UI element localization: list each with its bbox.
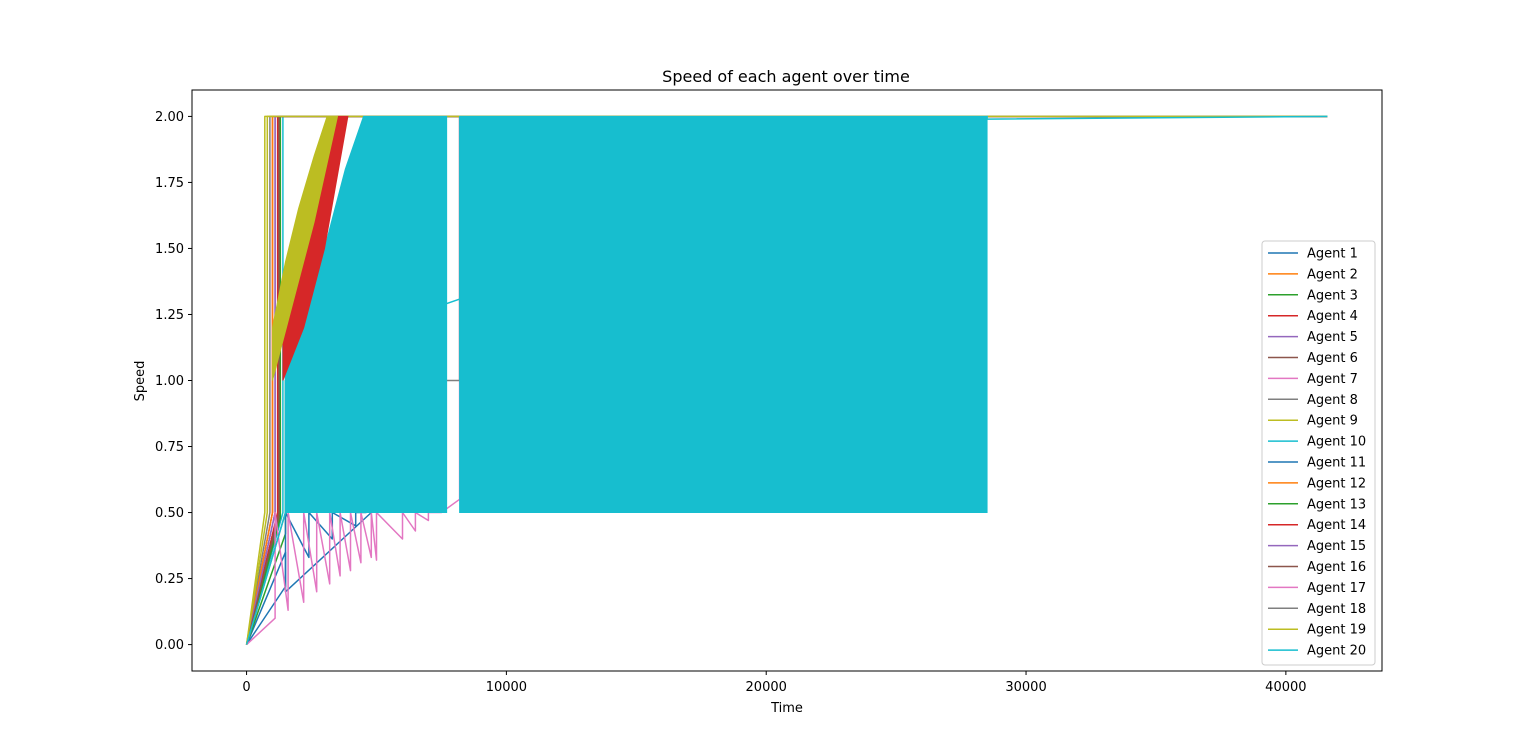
oscillation-band-agent-19-4: [272, 115, 339, 381]
legend-label: Agent 20: [1307, 644, 1366, 659]
axis-ticks: 0 10000 20000 30000 40000 0.00 0.25 0.50 0.75 1.0…: [155, 110, 1306, 695]
legend-item-agent-12: Agent 12: [1268, 476, 1366, 491]
legend-item-agent-15: Agent 15: [1268, 539, 1366, 554]
legend-item-agent-20: Agent 20: [1268, 644, 1366, 659]
legend-box: [1261, 240, 1376, 666]
y-tick-label: 0.25: [155, 572, 184, 587]
legend-label: Agent 9: [1307, 414, 1358, 429]
x-tick-label: 40000: [1265, 680, 1306, 695]
legend-label: Agent 4: [1307, 309, 1358, 324]
legend-label: Agent 5: [1307, 330, 1358, 345]
legend-label: Agent 11: [1307, 456, 1366, 471]
legend-label: Agent 17: [1307, 581, 1366, 596]
legend-item-agent-13: Agent 13: [1268, 497, 1366, 512]
legend: Agent 1 Agent 2 Agent 3 Agent 4 Agent 5 Agent…: [1261, 240, 1376, 666]
legend-label: Agent 16: [1307, 560, 1366, 575]
legend-item-agent-10: Agent 10: [1268, 435, 1366, 450]
y-tick-label: 1.75: [155, 176, 184, 191]
legend-label: Agent 8: [1307, 393, 1358, 408]
x-tick-label: 20000: [746, 680, 787, 695]
y-tick-label: 2.00: [155, 110, 184, 125]
oscillation-band-agent-20-1: [459, 115, 988, 514]
legend-label: Agent 1: [1307, 247, 1358, 262]
legend-label: Agent 14: [1307, 518, 1366, 533]
legend-item-agent-11: Agent 11: [1268, 456, 1366, 471]
legend-label: Agent 15: [1307, 539, 1366, 554]
y-tick-label: 1.00: [155, 374, 184, 389]
legend-item-agent-1: Agent 1: [1268, 247, 1358, 262]
y-tick-label: 1.25: [155, 308, 184, 323]
legend-label: Agent 3: [1307, 288, 1358, 303]
legend-label: Agent 12: [1307, 476, 1366, 491]
x-tick-label: 30000: [1005, 680, 1046, 695]
oscillation-band-agent-20-0: [362, 115, 448, 514]
legend-item-agent-3: Agent 3: [1268, 288, 1358, 303]
y-tick-label: 1.50: [155, 242, 184, 257]
legend-item-agent-6: Agent 6: [1268, 351, 1358, 366]
legend-item-agent-9: Agent 9: [1268, 414, 1358, 429]
y-axis-label: Speed: [133, 361, 148, 402]
legend-label: Agent 7: [1307, 372, 1358, 387]
x-tick-label: 10000: [486, 680, 527, 695]
legend-item-agent-17: Agent 17: [1268, 581, 1366, 596]
x-tick-label: 0: [242, 680, 250, 695]
legend-item-agent-14: Agent 14: [1268, 518, 1366, 533]
legend-item-agent-19: Agent 19: [1268, 623, 1366, 638]
legend-item-agent-16: Agent 16: [1268, 560, 1366, 575]
legend-item-agent-5: Agent 5: [1268, 330, 1358, 345]
y-tick-label: 0.75: [155, 440, 184, 455]
legend-label: Agent 6: [1307, 351, 1358, 366]
legend-item-agent-4: Agent 4: [1268, 309, 1358, 324]
legend-label: Agent 19: [1307, 623, 1366, 638]
legend-label: Agent 18: [1307, 602, 1366, 617]
plot-area: [245, 115, 1328, 646]
legend-item-agent-2: Agent 2: [1268, 267, 1358, 282]
x-axis-label: Time: [770, 701, 803, 716]
legend-label: Agent 2: [1307, 267, 1358, 282]
y-tick-label: 0.50: [155, 506, 184, 521]
chart-title: Speed of each agent over time: [662, 67, 910, 86]
legend-label: Agent 13: [1307, 497, 1366, 512]
series-line-agent-17: [246, 115, 1328, 646]
legend-item-agent-8: Agent 8: [1268, 393, 1358, 408]
y-tick-label: 0.00: [155, 638, 184, 653]
legend-item-agent-18: Agent 18: [1268, 602, 1366, 617]
legend-item-agent-7: Agent 7: [1268, 372, 1358, 387]
legend-label: Agent 10: [1307, 435, 1366, 450]
